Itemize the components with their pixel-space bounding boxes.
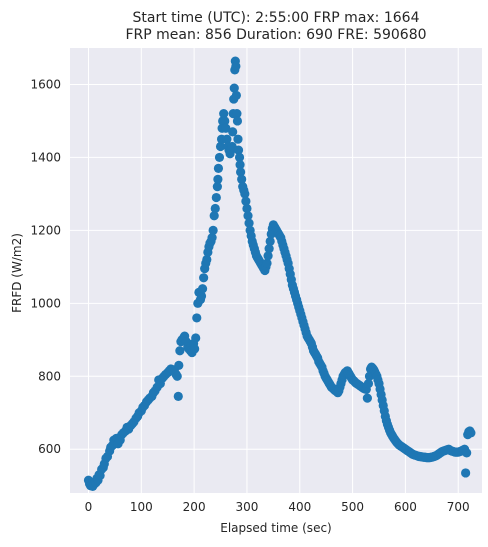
data-point [461, 468, 471, 478]
data-point [174, 360, 184, 370]
data-point [213, 174, 223, 184]
x-tick-label: 200 [183, 500, 206, 514]
data-point [229, 83, 239, 93]
data-point [466, 428, 476, 438]
data-point [237, 174, 247, 184]
data-point [221, 123, 231, 133]
data-point [222, 134, 232, 144]
data-point [264, 244, 274, 254]
data-point [215, 141, 226, 152]
data-point [209, 211, 219, 221]
data-point [362, 393, 372, 403]
data-point [208, 225, 218, 235]
chart-title-line2: FRP mean: 856 Duration: 690 FRE: 590680 [125, 27, 426, 43]
chart-title-line1: Start time (UTC): 2:55:00 FRP max: 1664 [133, 10, 420, 26]
data-point [172, 371, 182, 381]
x-tick-label: 0 [85, 500, 93, 514]
data-point [220, 116, 230, 126]
data-point [234, 152, 245, 163]
data-point [232, 109, 242, 119]
x-tick-label: 700 [447, 500, 470, 514]
data-point [213, 163, 224, 173]
data-point [214, 152, 225, 163]
y-tick-label: 1000 [30, 296, 61, 310]
data-point [363, 378, 374, 389]
y-tick-label: 1200 [30, 223, 61, 237]
grid-lines [70, 48, 482, 493]
data-point [202, 254, 212, 265]
x-tick-label: 500 [341, 500, 364, 514]
data-point [192, 313, 202, 323]
data-point [219, 109, 229, 119]
data-point [265, 236, 275, 246]
data-point [212, 182, 222, 192]
y-tick-label: 1400 [30, 150, 61, 164]
data-point [211, 192, 221, 203]
data-point [242, 203, 252, 214]
data-point [210, 203, 220, 214]
x-tick-labels: 0 100 200 300 400 500 600 700 [85, 500, 470, 514]
data-point [241, 196, 251, 206]
data-point [175, 346, 185, 356]
data-point [173, 391, 183, 401]
data-point [240, 189, 250, 199]
y-tick-labels: 600 800 1000 1200 1400 1600 [30, 77, 61, 456]
x-tick-label: 400 [288, 500, 311, 514]
y-tick-label: 1600 [30, 77, 61, 91]
y-axis-label: FRFD (W/m2) [10, 233, 24, 313]
data-point [235, 160, 245, 170]
y-tick-label: 600 [38, 442, 61, 456]
data-point [207, 233, 217, 243]
data-point [197, 284, 208, 294]
data-point [233, 134, 243, 144]
y-tick-label: 800 [38, 369, 61, 383]
data-points [83, 56, 476, 492]
data-point [228, 127, 238, 137]
data-point [231, 61, 241, 71]
data-point [233, 145, 244, 155]
data-point [231, 90, 241, 101]
x-tick-label: 300 [235, 500, 258, 514]
data-point [236, 167, 246, 177]
data-point [462, 448, 472, 458]
data-point [244, 218, 254, 228]
data-point [190, 344, 200, 354]
data-point [196, 291, 207, 301]
x-axis-label: Elapsed time (sec) [220, 521, 331, 535]
data-point [263, 251, 273, 261]
data-point [191, 333, 201, 343]
data-point [232, 116, 243, 126]
data-point [243, 211, 253, 221]
data-point [262, 258, 272, 268]
x-tick-label: 100 [130, 500, 153, 514]
data-point [199, 273, 209, 283]
x-tick-label: 600 [394, 500, 417, 514]
